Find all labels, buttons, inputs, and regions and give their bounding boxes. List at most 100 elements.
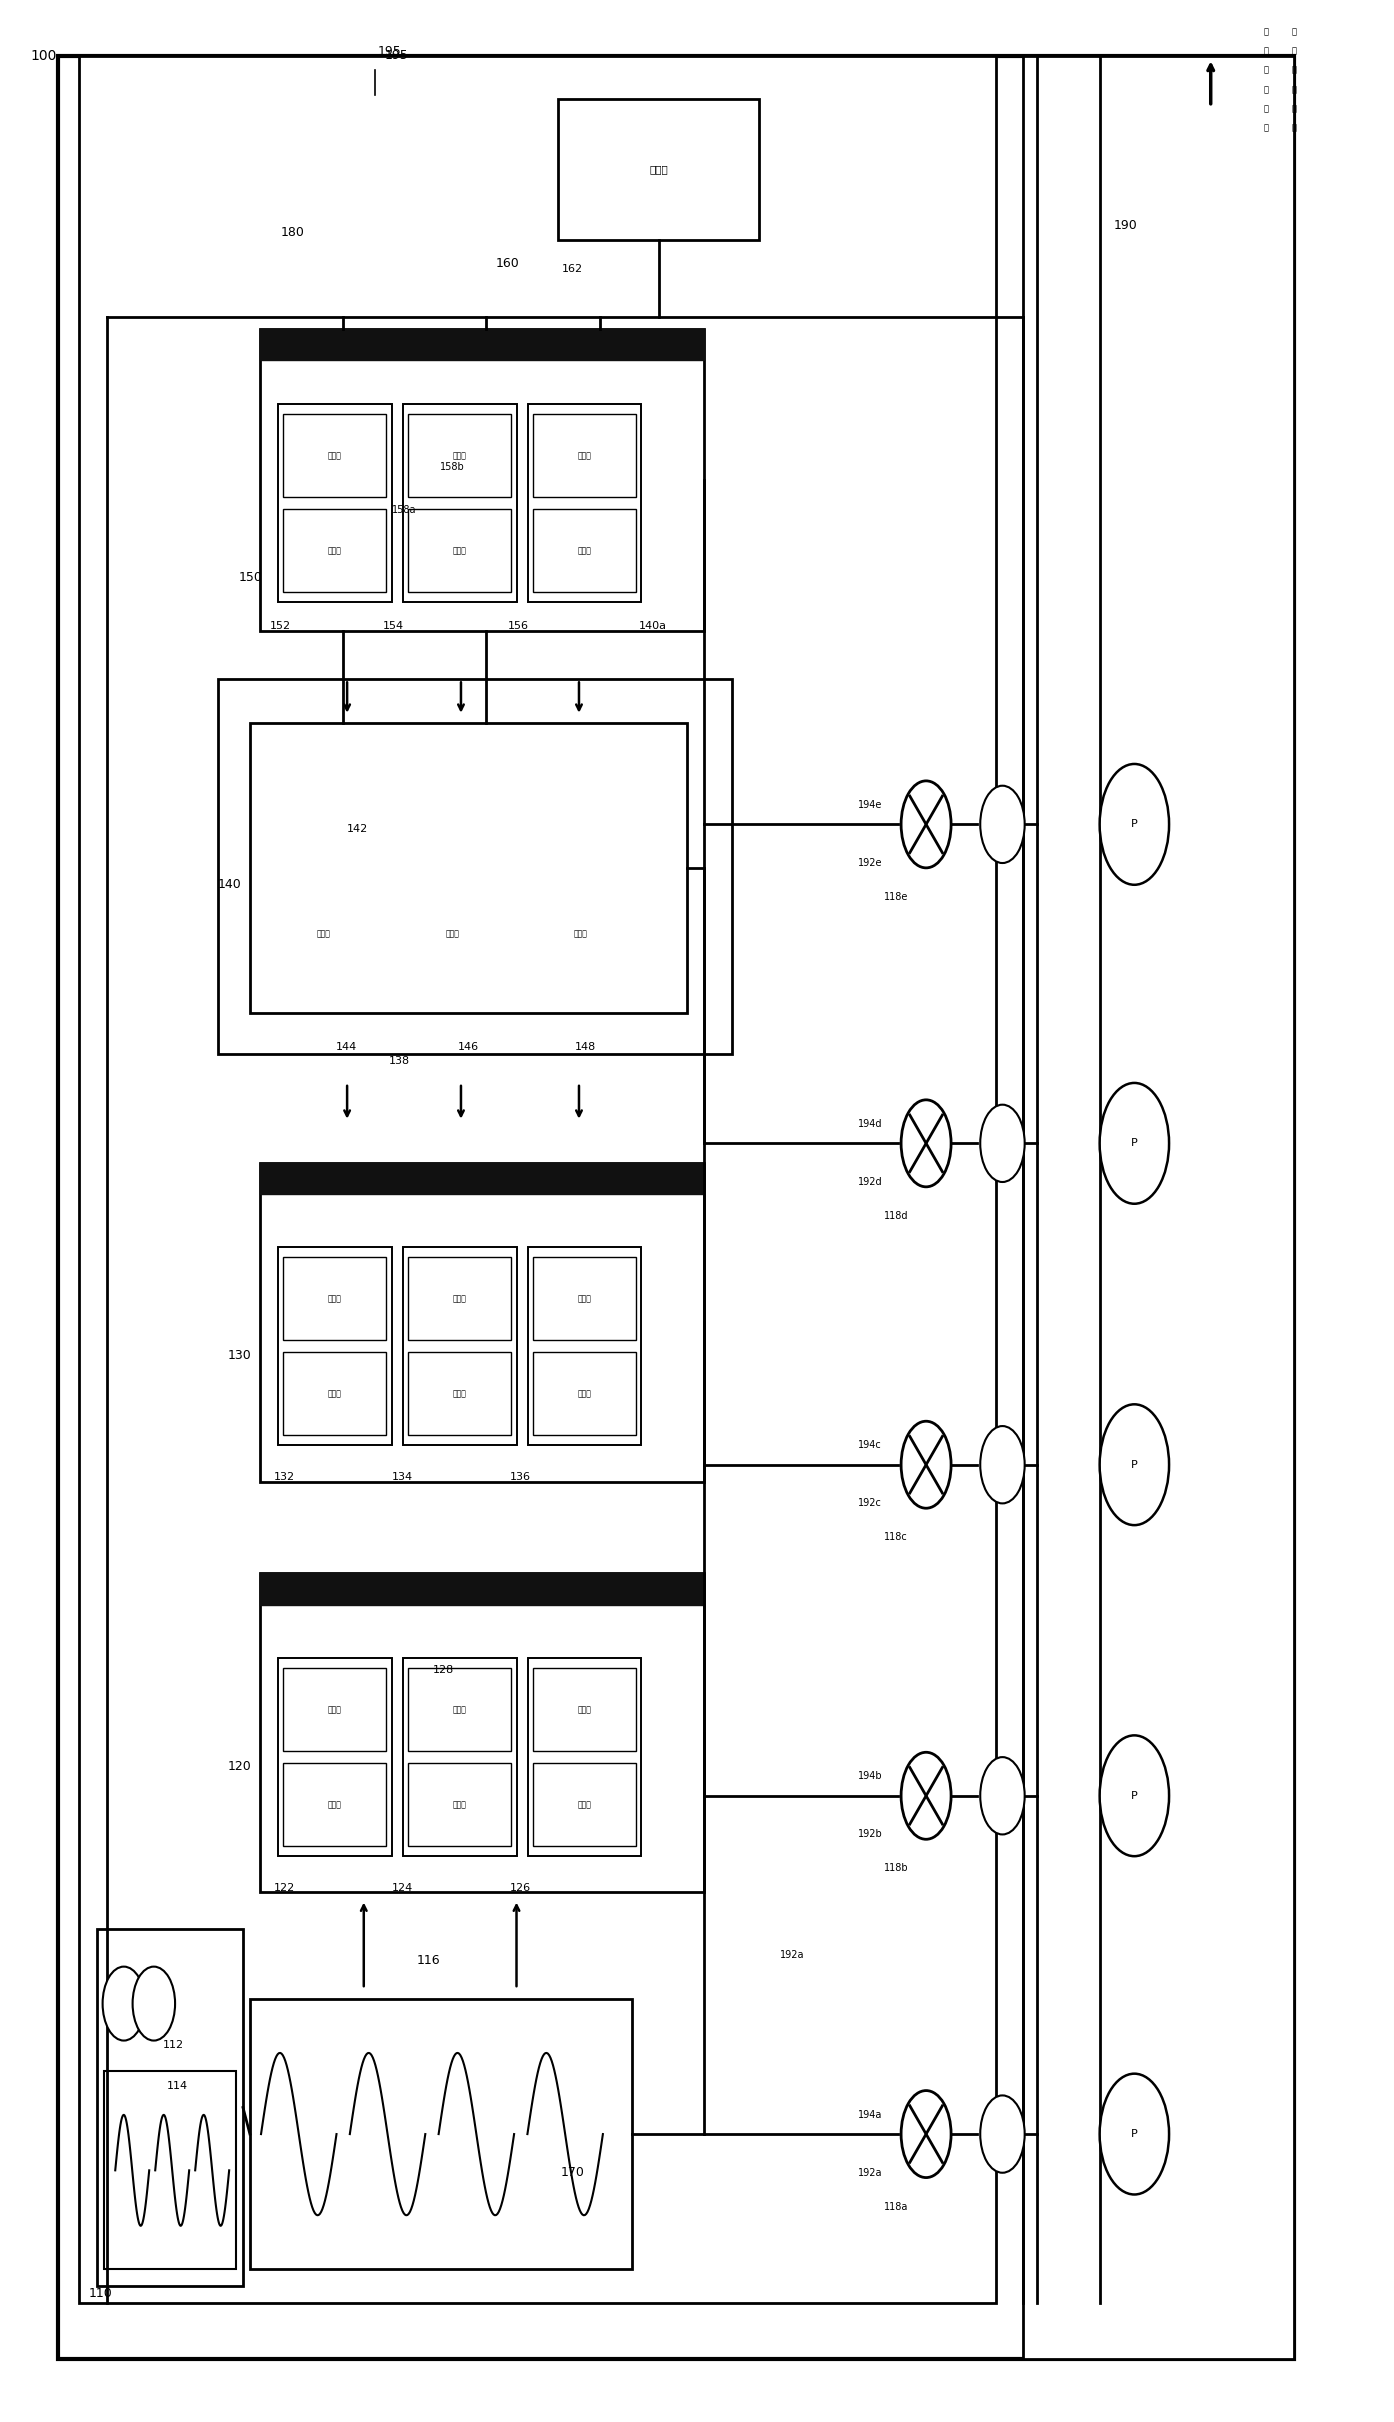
Bar bbox=[403, 1247, 517, 1446]
Text: 154: 154 bbox=[383, 620, 404, 632]
Text: 112: 112 bbox=[163, 2039, 184, 2049]
Text: 170: 170 bbox=[560, 2165, 585, 2180]
Text: 服务器: 服务器 bbox=[328, 1800, 342, 1809]
Circle shape bbox=[980, 1104, 1025, 1182]
Text: 服务器: 服务器 bbox=[453, 545, 467, 555]
Text: 134: 134 bbox=[392, 1473, 413, 1482]
Text: 服务器: 服务器 bbox=[453, 1705, 467, 1715]
Text: 180: 180 bbox=[280, 225, 304, 240]
Bar bbox=[527, 1247, 641, 1446]
Bar bbox=[527, 1659, 641, 1855]
Bar bbox=[250, 722, 687, 1012]
Bar bbox=[283, 1669, 386, 1751]
Bar bbox=[408, 414, 510, 497]
Circle shape bbox=[132, 1967, 176, 2042]
Text: 节: 节 bbox=[1264, 124, 1269, 133]
Text: 118e: 118e bbox=[884, 891, 909, 901]
Text: 节: 节 bbox=[1291, 124, 1296, 133]
Text: 124: 124 bbox=[392, 1882, 413, 1892]
Text: 160: 160 bbox=[496, 257, 520, 271]
Text: 服务器: 服务器 bbox=[577, 1800, 591, 1809]
Bar bbox=[266, 775, 381, 988]
Text: 122: 122 bbox=[273, 1882, 294, 1892]
Bar bbox=[259, 329, 704, 361]
Text: 192d: 192d bbox=[859, 1177, 882, 1187]
Text: 190: 190 bbox=[1114, 218, 1138, 233]
Bar bbox=[259, 329, 704, 632]
Bar bbox=[1023, 56, 1294, 2359]
Text: 调: 调 bbox=[1291, 104, 1296, 114]
Bar bbox=[534, 509, 636, 591]
Bar bbox=[277, 1247, 392, 1446]
Text: 服务器: 服务器 bbox=[316, 826, 330, 836]
Bar bbox=[283, 509, 386, 591]
Bar bbox=[105, 2071, 236, 2269]
Circle shape bbox=[980, 1427, 1025, 1504]
Bar bbox=[558, 99, 760, 240]
Circle shape bbox=[1100, 763, 1170, 884]
Bar bbox=[523, 775, 637, 988]
Bar bbox=[272, 787, 375, 877]
Bar bbox=[283, 1763, 386, 1846]
Bar bbox=[259, 1163, 704, 1482]
Bar bbox=[534, 1351, 636, 1436]
Text: 156: 156 bbox=[509, 620, 530, 632]
Bar bbox=[259, 1574, 704, 1892]
Text: 120: 120 bbox=[227, 1761, 251, 1773]
Circle shape bbox=[901, 780, 951, 867]
Bar bbox=[408, 1763, 510, 1846]
Bar bbox=[59, 56, 1294, 2359]
Bar bbox=[534, 1669, 636, 1751]
Bar bbox=[259, 1574, 704, 1606]
Circle shape bbox=[1100, 1083, 1170, 1204]
Bar bbox=[534, 1763, 636, 1846]
Bar bbox=[79, 56, 995, 2303]
Bar bbox=[403, 1659, 517, 1855]
Text: P: P bbox=[1131, 1138, 1138, 1148]
Text: 118c: 118c bbox=[884, 1533, 907, 1543]
Text: 118a: 118a bbox=[884, 2202, 909, 2211]
Text: 158a: 158a bbox=[392, 506, 415, 516]
Text: 140: 140 bbox=[217, 879, 241, 891]
Text: 192e: 192e bbox=[859, 857, 882, 867]
Text: 服务器: 服务器 bbox=[577, 1705, 591, 1715]
Text: 却: 却 bbox=[1264, 65, 1269, 75]
Text: P: P bbox=[1131, 2129, 1138, 2139]
Bar bbox=[534, 414, 636, 497]
Bar bbox=[272, 889, 375, 978]
Text: 服务器: 服务器 bbox=[453, 450, 467, 460]
Circle shape bbox=[1100, 1405, 1170, 1526]
Text: 控制器: 控制器 bbox=[650, 165, 668, 174]
Text: 从: 从 bbox=[1291, 27, 1296, 36]
Text: 冷: 冷 bbox=[1291, 46, 1296, 56]
Text: 118d: 118d bbox=[884, 1211, 909, 1221]
Bar bbox=[401, 889, 503, 978]
Text: 服务器: 服务器 bbox=[577, 450, 591, 460]
Text: 服务器: 服务器 bbox=[577, 545, 591, 555]
Text: 132: 132 bbox=[273, 1473, 294, 1482]
Text: 服务器: 服务器 bbox=[573, 826, 587, 836]
Text: P: P bbox=[1131, 1790, 1138, 1802]
Text: 服务器: 服务器 bbox=[573, 930, 587, 937]
Bar bbox=[259, 1163, 704, 1194]
Bar bbox=[530, 787, 631, 877]
Bar bbox=[408, 1257, 510, 1339]
Circle shape bbox=[980, 2095, 1025, 2173]
Text: 128: 128 bbox=[434, 1664, 454, 1676]
Text: 冷: 冷 bbox=[1264, 46, 1269, 56]
Circle shape bbox=[901, 2090, 951, 2177]
Bar bbox=[534, 1257, 636, 1339]
Circle shape bbox=[1100, 2073, 1170, 2194]
Text: 服务器: 服务器 bbox=[446, 826, 460, 836]
Text: 116: 116 bbox=[417, 1955, 441, 1967]
Text: 服务器: 服务器 bbox=[316, 930, 330, 937]
Text: 150: 150 bbox=[238, 572, 262, 584]
Bar bbox=[408, 509, 510, 591]
Text: 194b: 194b bbox=[859, 1770, 882, 1783]
Text: 服务器: 服务器 bbox=[328, 545, 342, 555]
Circle shape bbox=[901, 1751, 951, 1838]
Text: 服务器: 服务器 bbox=[453, 1800, 467, 1809]
Text: P: P bbox=[1131, 1460, 1138, 1470]
Bar bbox=[530, 889, 631, 978]
Text: 服务器: 服务器 bbox=[328, 1390, 342, 1397]
